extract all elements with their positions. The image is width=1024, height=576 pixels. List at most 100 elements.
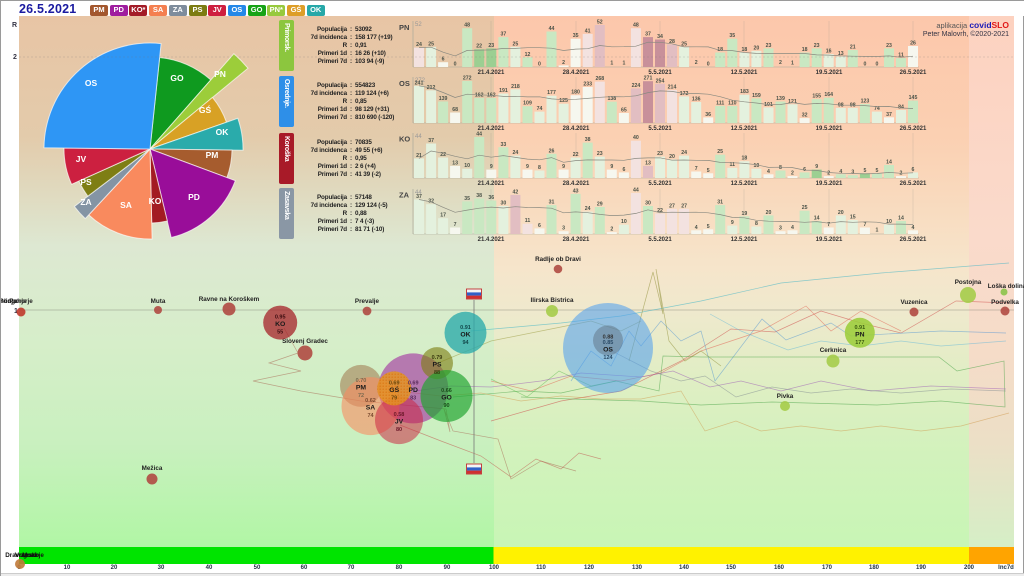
svg-text:9: 9	[610, 164, 613, 170]
svg-text:11: 11	[730, 162, 736, 168]
svg-text:18: 18	[717, 47, 723, 53]
svg-text:25: 25	[513, 41, 519, 47]
svg-text:2: 2	[779, 60, 782, 66]
svg-text:PN: PN	[399, 23, 409, 32]
svg-text:88: 88	[434, 370, 440, 376]
svg-text:OS: OS	[603, 347, 613, 354]
svg-text:20: 20	[838, 210, 844, 216]
svg-text:272: 272	[463, 76, 472, 82]
svg-text:162: 162	[475, 93, 484, 99]
svg-text:Loška dolina: Loška dolina	[988, 283, 1024, 290]
svg-text:37: 37	[886, 112, 892, 118]
svg-text:KO: KO	[149, 196, 162, 206]
svg-text:Vuzenica: Vuzenica	[900, 299, 928, 306]
svg-text:2: 2	[13, 54, 17, 61]
svg-text:125: 125	[559, 98, 568, 104]
svg-text:2: 2	[791, 171, 794, 177]
svg-text:22: 22	[440, 152, 446, 158]
svg-text:18: 18	[802, 47, 808, 53]
svg-text:Prevalje: Prevalje	[355, 298, 380, 305]
svg-text:Ilirska Bistrica: Ilirska Bistrica	[530, 297, 574, 304]
svg-text:22: 22	[573, 152, 579, 158]
svg-text:14: 14	[898, 216, 904, 222]
svg-text:19.5.2021: 19.5.2021	[816, 237, 843, 243]
svg-text:2: 2	[610, 227, 613, 233]
svg-text:23: 23	[886, 43, 892, 49]
svg-text:19.5.2021: 19.5.2021	[816, 181, 843, 187]
svg-text:4: 4	[839, 169, 842, 175]
svg-text:8: 8	[538, 165, 541, 171]
svg-text:0: 0	[538, 62, 541, 68]
svg-text:32: 32	[802, 113, 808, 119]
svg-text:55: 55	[277, 330, 283, 336]
svg-text:28.4.2021: 28.4.2021	[563, 70, 590, 76]
svg-text:121: 121	[788, 99, 797, 105]
svg-text:0.66: 0.66	[441, 388, 452, 394]
svg-text:KO: KO	[275, 321, 285, 328]
svg-text:1: 1	[610, 61, 613, 67]
svg-text:PN: PN	[214, 69, 226, 79]
svg-text:90: 90	[443, 403, 449, 409]
svg-text:3: 3	[851, 170, 854, 176]
svg-text:20: 20	[766, 210, 772, 216]
svg-text:Vransko: Vransko	[15, 552, 40, 559]
svg-text:23: 23	[657, 151, 663, 157]
svg-text:PM: PM	[206, 150, 219, 160]
svg-text:Cerknica: Cerknica	[820, 347, 847, 354]
svg-text:PS: PS	[80, 177, 92, 187]
svg-text:SA: SA	[366, 405, 376, 412]
svg-text:10: 10	[621, 219, 627, 225]
svg-text:38: 38	[585, 137, 591, 143]
svg-text:PD: PD	[188, 192, 200, 202]
svg-text:52: 52	[415, 22, 422, 28]
svg-text:271: 271	[644, 76, 653, 82]
svg-text:20: 20	[669, 154, 675, 160]
svg-text:23: 23	[766, 43, 772, 49]
svg-text:268: 268	[595, 76, 604, 82]
svg-text:4: 4	[695, 225, 698, 231]
svg-text:0.58: 0.58	[394, 412, 405, 418]
svg-text:218: 218	[511, 84, 520, 90]
svg-text:11: 11	[525, 218, 531, 224]
svg-text:84: 84	[898, 105, 904, 111]
svg-text:25: 25	[681, 41, 687, 47]
svg-text:6: 6	[622, 167, 625, 173]
svg-text:1: 1	[791, 61, 794, 67]
svg-text:0.85: 0.85	[603, 340, 614, 346]
svg-text:1: 1	[622, 61, 625, 67]
svg-text:OK: OK	[460, 331, 470, 338]
svg-text:241: 241	[415, 80, 424, 86]
svg-text:109: 109	[523, 101, 532, 107]
svg-text:9: 9	[526, 164, 529, 170]
svg-text:OK: OK	[216, 127, 230, 137]
svg-text:9: 9	[731, 220, 734, 226]
svg-text:48: 48	[464, 23, 470, 29]
svg-text:43: 43	[573, 188, 579, 194]
svg-text:35: 35	[464, 196, 470, 202]
svg-text:17: 17	[440, 213, 446, 219]
svg-text:9: 9	[562, 164, 565, 170]
svg-text:26.5.2021: 26.5.2021	[900, 181, 927, 187]
svg-text:12.5.2021: 12.5.2021	[731, 237, 758, 243]
svg-text:23: 23	[488, 43, 494, 49]
svg-text:83: 83	[410, 395, 416, 401]
svg-text:44: 44	[415, 190, 422, 196]
svg-text:1: 1	[875, 228, 878, 234]
svg-text:18: 18	[742, 156, 748, 162]
svg-text:40: 40	[633, 135, 639, 141]
svg-text:Postojna: Postojna	[955, 279, 982, 286]
svg-text:4: 4	[912, 225, 915, 231]
svg-text:Pivka: Pivka	[777, 393, 794, 400]
svg-text:272: 272	[415, 78, 426, 84]
svg-text:3: 3	[779, 226, 782, 232]
svg-text:0.62: 0.62	[365, 398, 376, 404]
svg-text:33: 33	[501, 142, 507, 148]
svg-text:159: 159	[752, 93, 761, 99]
svg-text:183: 183	[740, 89, 749, 95]
svg-text:10: 10	[886, 219, 892, 225]
svg-text:155: 155	[812, 94, 821, 100]
svg-text:4: 4	[791, 225, 794, 231]
svg-text:0.69: 0.69	[408, 380, 419, 386]
svg-text:R: R	[12, 22, 17, 29]
svg-text:11: 11	[898, 53, 904, 59]
